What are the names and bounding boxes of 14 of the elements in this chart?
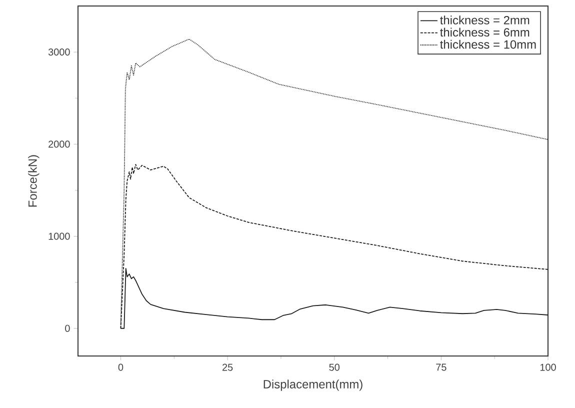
- legend-label: thickness = 10mm: [440, 40, 536, 49]
- y-tick-label: 2000: [48, 140, 70, 148]
- legend-label: thickness = 2mm: [440, 16, 530, 24]
- x-tick-label: 25: [222, 364, 233, 371]
- x-tick-label: 0: [118, 364, 124, 371]
- x-tick-label: 75: [436, 364, 446, 371]
- y-tick-label: 0: [65, 324, 70, 332]
- x-axis-title: Displacement(mm): [264, 380, 362, 391]
- x-tick-label: 50: [329, 364, 340, 371]
- y-tick-label: 1000: [48, 232, 70, 240]
- legend-label: thickness = 6mm: [440, 28, 530, 37]
- y-tick-label: 3000: [48, 48, 70, 56]
- x-tick-label: 100: [540, 364, 556, 371]
- y-axis-title: Force(kN): [28, 155, 40, 207]
